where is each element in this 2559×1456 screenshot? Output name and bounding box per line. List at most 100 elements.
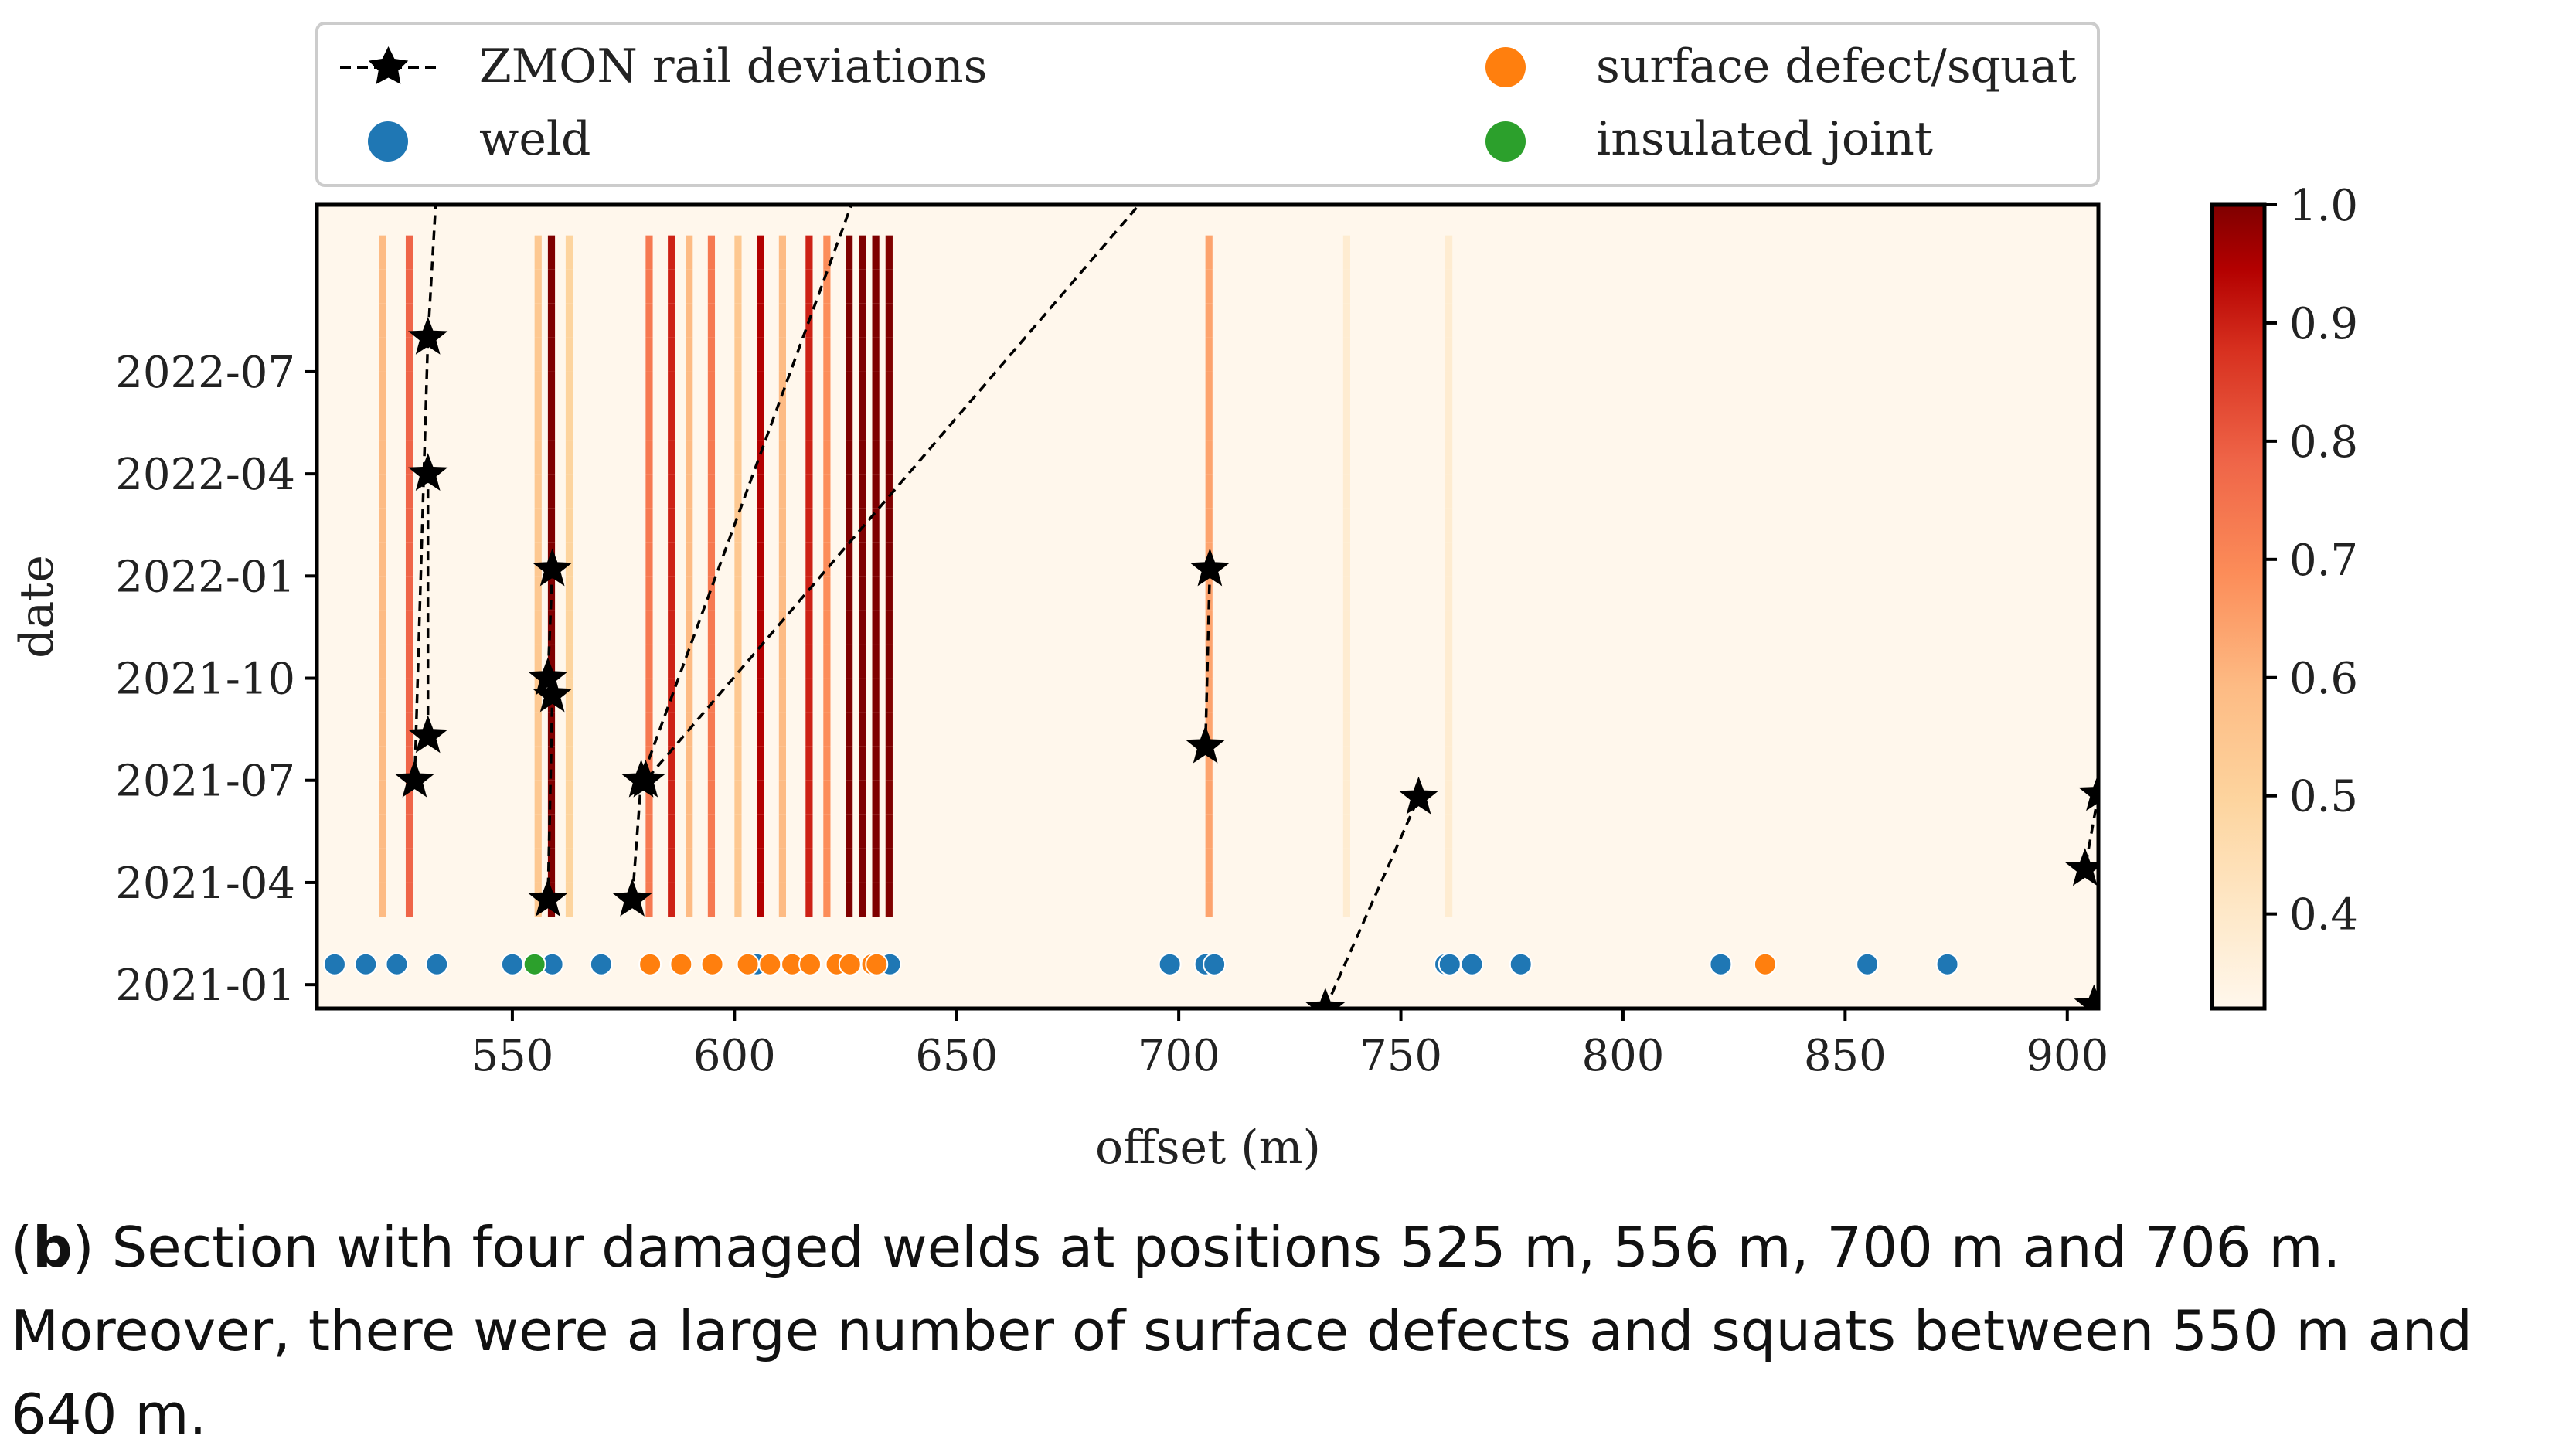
heatmap-cell (686, 371, 693, 406)
heatmap-cell (405, 303, 413, 338)
heatmap-cell (1445, 474, 1453, 509)
heatmap-cell (846, 712, 853, 747)
event-markers (322, 952, 1959, 976)
heatmap-cell (534, 542, 542, 577)
deviation-star (408, 453, 448, 491)
heatmap-cell (1342, 882, 1351, 917)
heatmap-cell (823, 406, 831, 441)
deviation-star (2078, 773, 2098, 811)
heatmap-cell (823, 542, 831, 577)
colorbar-tick-label: 0.9 (2289, 299, 2358, 349)
heatmap-cell (1205, 882, 1213, 917)
heatmap-cell (686, 848, 693, 883)
colorbar-tick-label: 0.8 (2289, 417, 2358, 468)
heatmap-cell (565, 474, 573, 509)
surface-defect-marker (736, 952, 760, 976)
heatmap-cell (1342, 848, 1351, 883)
heatmap-cell (885, 882, 893, 917)
legend-insulated: insulated joint (1485, 112, 1933, 166)
heatmap-cell (405, 440, 413, 475)
heatmap-cell (645, 882, 653, 917)
heatmap-cell (778, 848, 787, 883)
heatmap-cell (547, 474, 556, 509)
heatmap-cell (778, 814, 787, 849)
heatmap-cell (805, 474, 813, 509)
heatmap-cell (1205, 746, 1213, 781)
heatmap-cell (1342, 269, 1351, 304)
heatmap-cell (1445, 644, 1453, 679)
heatmap-cell (778, 235, 787, 270)
heatmap-cell (805, 576, 813, 611)
heatmap-cell (872, 508, 880, 543)
weld-marker (1709, 952, 1733, 976)
heatmap-cell (1445, 576, 1453, 611)
heatmap-cell (1342, 303, 1351, 338)
heatmap-cell (645, 474, 653, 509)
heatmap-cell (1205, 474, 1213, 509)
heatmap-cell (534, 814, 542, 849)
heatmap-cell (1445, 746, 1453, 781)
heatmap-cell (686, 882, 693, 917)
heatmap-cell (872, 814, 880, 849)
heatmap-cell (707, 508, 716, 543)
heatmap-cell (805, 406, 813, 441)
heatmap-cell (1205, 337, 1213, 372)
heatmap-cell (885, 303, 893, 338)
heatmap-cell (534, 235, 542, 270)
deviation-star (625, 759, 665, 798)
heatmap-cell (645, 610, 653, 645)
heatmap-cell (668, 848, 675, 883)
heatmap-cell (859, 610, 866, 645)
heatmap-cell (668, 780, 675, 815)
weld-marker (1509, 952, 1533, 976)
heatmap-cell (805, 610, 813, 645)
heatmap-cell (885, 508, 893, 543)
heatmap-cell (1445, 814, 1453, 849)
heatmap-cell (1205, 303, 1213, 338)
colorbar-tick-label: 0.4 (2289, 890, 2358, 941)
heatmap-cell (534, 371, 542, 406)
heatmap-cell (846, 814, 853, 849)
heatmap-cell (805, 508, 813, 543)
heatmap-cell (859, 644, 866, 679)
heatmap-cell (1205, 508, 1213, 543)
heatmap-cell (645, 848, 653, 883)
deviation-star (1189, 548, 1230, 587)
heatmap-cell (823, 235, 831, 270)
heatmap-cell (645, 440, 653, 475)
heatmap-cell (846, 644, 853, 679)
heatmap-cell (872, 542, 880, 577)
heatmap-cell (379, 508, 386, 543)
heatmap-cell (859, 882, 866, 917)
heatmap-cell (379, 712, 386, 747)
heatmap-cell (823, 303, 831, 338)
heatmap-cell (885, 337, 893, 372)
heatmap-cell (379, 440, 386, 475)
heatmap-cell (707, 576, 716, 611)
legend-insulated-label: insulated joint (1596, 112, 1933, 166)
heatmap-cell (734, 337, 742, 372)
heatmap-cell (565, 814, 573, 849)
heatmap-cell (565, 542, 573, 577)
heatmap-cell (405, 371, 413, 406)
heatmap-cell (668, 440, 675, 475)
heatmap-cell (1445, 303, 1453, 338)
heatmap-cell (534, 644, 542, 679)
heatmap-cell (379, 303, 386, 338)
heatmap-cell (1205, 848, 1213, 883)
heatmap-cell (846, 269, 853, 304)
chart: ZMON rail deviations weld surface defect… (10, 22, 2358, 1175)
heatmap-cell (405, 678, 413, 713)
heatmap-cell (534, 780, 542, 815)
heatmap-cell (645, 269, 653, 304)
heatmap-cell (379, 644, 386, 679)
heatmap-cell (547, 644, 556, 679)
heatmap-cell (534, 337, 542, 372)
caption-text: ) Section with four damaged welds at pos… (11, 1215, 2472, 1447)
heatmap-cell (859, 712, 866, 747)
colorbar-tick-label: 0.5 (2289, 772, 2358, 822)
heatmap-cell (846, 440, 853, 475)
heatmap-cell (757, 780, 764, 815)
heatmap-cell (885, 848, 893, 883)
heatmap-cell (885, 269, 893, 304)
